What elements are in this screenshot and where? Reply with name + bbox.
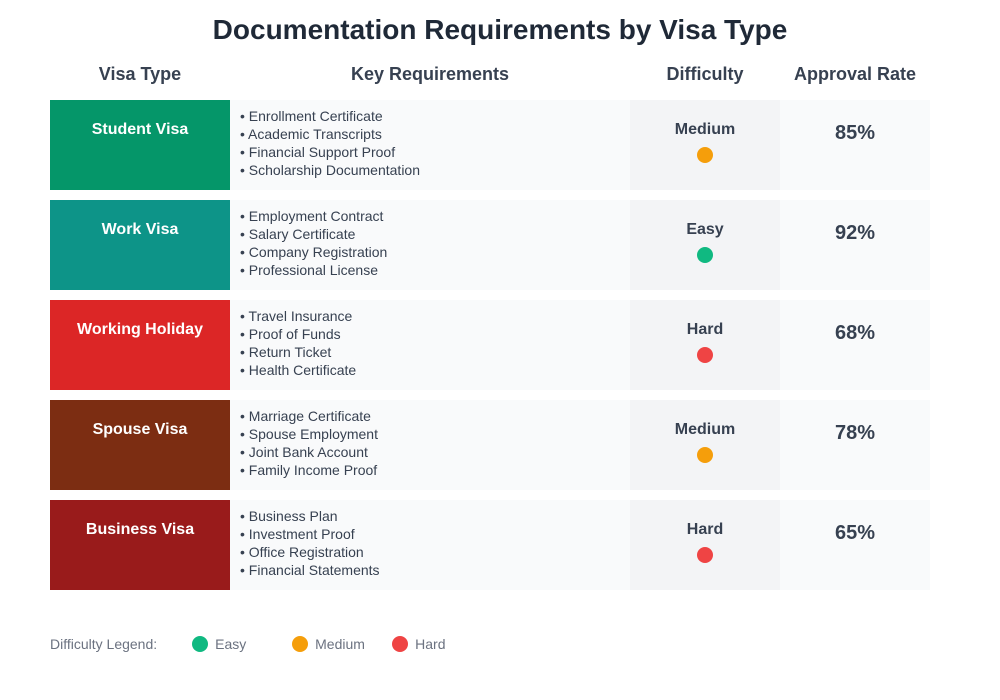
visa-type-cell: Spouse Visa bbox=[50, 400, 230, 490]
requirement-item: • Marriage Certificate bbox=[240, 408, 371, 424]
difficulty-label: Easy bbox=[686, 221, 724, 238]
difficulty-dot-icon bbox=[697, 147, 713, 163]
difficulty-cell: Hard bbox=[630, 300, 780, 390]
requirements-cell: • Employment Contract • Salary Certificat… bbox=[230, 200, 630, 290]
visa-type-cell: Student Visa bbox=[50, 100, 230, 190]
difficulty-cell: Medium bbox=[630, 400, 780, 490]
requirement-item: • Health Certificate bbox=[240, 362, 357, 378]
difficulty-label: Hard bbox=[686, 521, 724, 538]
table-row: Student Visa • Enrollment Certificate • A… bbox=[50, 100, 930, 190]
approval-rate-cell: 85% bbox=[780, 100, 930, 190]
requirement-item: • Family Income Proof bbox=[240, 462, 378, 478]
requirements-cell: • Enrollment Certificate • Academic Trans… bbox=[230, 100, 630, 190]
requirement-item: • Enrollment Certificate bbox=[240, 108, 383, 124]
requirement-item: • Investment Proof bbox=[240, 526, 355, 542]
difficulty-cell: Hard bbox=[630, 500, 780, 590]
easy-dot-icon bbox=[192, 636, 209, 652]
requirement-item: • Employment Contract bbox=[240, 208, 384, 224]
table-row: Working Holiday • Travel Insurance • Proo… bbox=[50, 300, 930, 390]
table-row: Business Visa • Business Plan • Investmen… bbox=[50, 500, 930, 590]
legend-item-medium: Medium bbox=[292, 636, 392, 652]
requirement-item: • Spouse Employment bbox=[240, 426, 378, 442]
requirement-item: • Company Registration bbox=[240, 244, 388, 260]
requirement-item: • Business Plan bbox=[240, 508, 338, 524]
header-key-requirements: Key Requirements bbox=[350, 64, 510, 84]
approval-rate-cell: 78% bbox=[780, 400, 930, 490]
chart-title: Documentation Requirements by Visa Type bbox=[212, 14, 788, 45]
difficulty-label: Medium bbox=[674, 121, 736, 138]
approval-rate-cell: 65% bbox=[780, 500, 930, 590]
requirement-item: • Financial Statements bbox=[240, 562, 380, 578]
table-row: Spouse Visa • Marriage Certificate • Spou… bbox=[50, 400, 930, 490]
requirement-item: • Scholarship Documentation bbox=[240, 162, 421, 178]
difficulty-dot-icon bbox=[697, 347, 713, 363]
approval-rate-cell: 68% bbox=[780, 300, 930, 390]
difficulty-label: Medium bbox=[674, 421, 736, 438]
difficulty-dot-icon bbox=[697, 547, 713, 563]
legend-item-hard: Hard bbox=[392, 636, 446, 652]
difficulty-label: Hard bbox=[686, 321, 724, 338]
requirement-item: • Return Ticket bbox=[240, 344, 332, 360]
requirement-item: • Office Registration bbox=[240, 544, 364, 560]
requirement-item: • Academic Transcripts bbox=[240, 126, 382, 142]
table-row: Work Visa • Employment Contract • Salary … bbox=[50, 200, 930, 290]
difficulty-legend: Difficulty Legend: Easy Medium Hard bbox=[50, 636, 446, 652]
visa-type-cell: Working Holiday bbox=[50, 300, 230, 390]
requirement-item: • Proof of Funds bbox=[240, 326, 341, 342]
difficulty-dot-icon bbox=[697, 447, 713, 463]
requirement-item: • Travel Insurance bbox=[240, 308, 353, 324]
requirements-cell: • Marriage Certificate • Spouse Employmen… bbox=[230, 400, 630, 490]
requirement-item: • Salary Certificate bbox=[240, 226, 356, 242]
requirements-cell: • Business Plan • Investment Proof • Offic… bbox=[230, 500, 630, 590]
approval-rate-cell: 92% bbox=[780, 200, 930, 290]
header-difficulty: Difficulty bbox=[666, 64, 744, 84]
difficulty-cell: Easy bbox=[630, 200, 780, 290]
requirement-item: • Financial Support Proof bbox=[240, 144, 396, 160]
header-approval-rate: Approval Rate bbox=[793, 64, 917, 84]
hard-dot-icon bbox=[392, 636, 409, 652]
requirement-item: • Professional License bbox=[240, 262, 378, 278]
header-visa-type: Visa Type bbox=[98, 64, 182, 84]
legend-label: Difficulty Legend: bbox=[50, 636, 158, 652]
legend-item-easy: Easy bbox=[192, 636, 292, 652]
requirements-cell: • Travel Insurance • Proof of Funds • Retu… bbox=[230, 300, 630, 390]
difficulty-dot-icon bbox=[697, 247, 713, 263]
requirement-item: • Joint Bank Account bbox=[240, 444, 368, 460]
visa-type-cell: Work Visa bbox=[50, 200, 230, 290]
medium-dot-icon bbox=[292, 636, 309, 652]
visa-type-cell: Business Visa bbox=[50, 500, 230, 590]
difficulty-cell: Medium bbox=[630, 100, 780, 190]
